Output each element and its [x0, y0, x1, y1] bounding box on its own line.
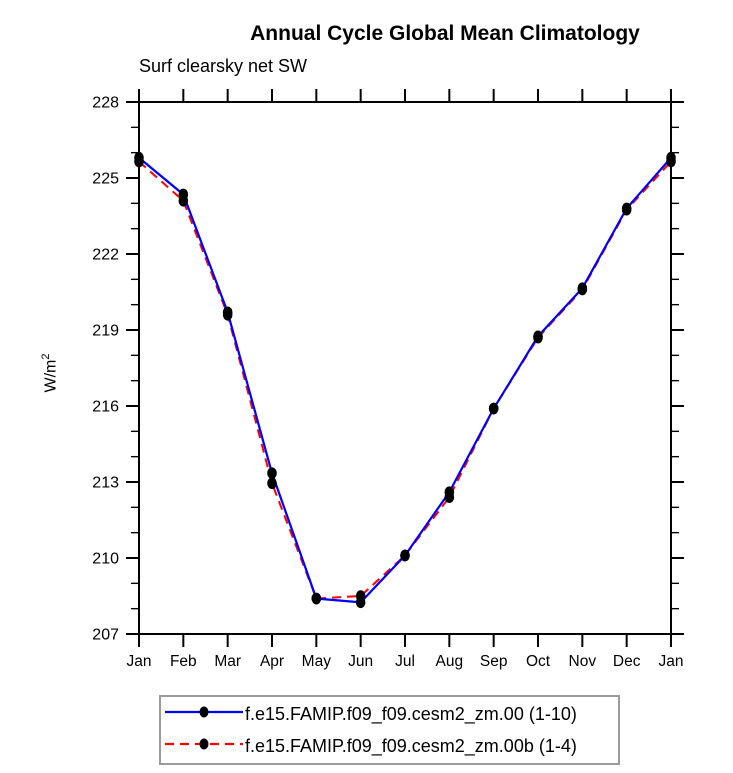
x-tick-label: Mar	[214, 653, 241, 670]
legend-label-series-1: f.e15.FAMIP.f09_f09.cesm2_zm.00b (1-4)	[245, 735, 577, 756]
plot-frame	[138, 101, 672, 635]
data-point-marker	[666, 151, 676, 164]
x-tick-label: May	[302, 653, 332, 670]
chart-title: Annual Cycle Global Mean Climatology	[250, 22, 640, 45]
data-point-marker	[444, 486, 455, 498]
data-point-marker	[267, 467, 277, 479]
data-point-marker	[621, 202, 632, 215]
legend-line-sample-dashed-red	[163, 736, 245, 757]
x-tick-label: Apr	[260, 653, 284, 670]
x-tick-label: Nov	[569, 653, 597, 670]
legend-item-series-0: f.e15.FAMIP.f09_f09.cesm2_zm.00 (1-10)	[161, 698, 618, 730]
legend-item-series-1: f.e15.FAMIP.f09_f09.cesm2_zm.00b (1-4)	[161, 730, 618, 762]
data-point-marker	[134, 151, 144, 164]
data-point-marker	[178, 188, 189, 201]
legend-sample-marker	[199, 706, 209, 717]
y-tick-label: 222	[92, 247, 119, 264]
data-point-marker	[222, 306, 233, 319]
y-tick-label: 207	[92, 627, 119, 644]
x-tick-label: Jan	[127, 653, 152, 670]
y-tick-label: 213	[92, 475, 119, 492]
legend-sample-svg	[165, 738, 243, 749]
x-tick-label: Dec	[613, 653, 641, 670]
x-tick-label: Sep	[480, 653, 508, 670]
series-line-1	[138, 160, 672, 600]
data-point-marker	[577, 282, 588, 295]
data-point-marker	[533, 330, 543, 343]
x-tick-label: Jul	[395, 653, 415, 670]
legend-line-sample-solid-blue	[163, 704, 245, 725]
data-point-marker	[355, 596, 366, 609]
series-line-0	[138, 156, 672, 604]
y-tick-label: 219	[92, 323, 119, 340]
data-point-marker	[400, 549, 410, 562]
x-tick-label: Oct	[526, 653, 551, 670]
legend-sample-svg	[165, 706, 243, 717]
data-point-marker	[311, 592, 322, 605]
y-tick-label: 228	[92, 95, 119, 112]
x-tick-label: Jun	[348, 653, 373, 670]
x-tick-label: Aug	[436, 653, 464, 670]
y-tick-label: 216	[92, 399, 119, 416]
legend: f.e15.FAMIP.f09_f09.cesm2_zm.00 (1-10) f…	[159, 695, 620, 765]
y-tick-label: 210	[92, 551, 119, 568]
x-tick-label: Feb	[170, 653, 197, 670]
y-tick-label: 225	[92, 171, 119, 188]
legend-label-series-0: f.e15.FAMIP.f09_f09.cesm2_zm.00 (1-10)	[245, 703, 577, 724]
legend-sample-marker	[199, 738, 209, 749]
data-point-marker	[267, 477, 277, 490]
x-tick-label: Jan	[659, 653, 684, 670]
chart-subtitle: Surf clearsky net SW	[139, 56, 308, 76]
data-point-marker	[488, 402, 499, 415]
